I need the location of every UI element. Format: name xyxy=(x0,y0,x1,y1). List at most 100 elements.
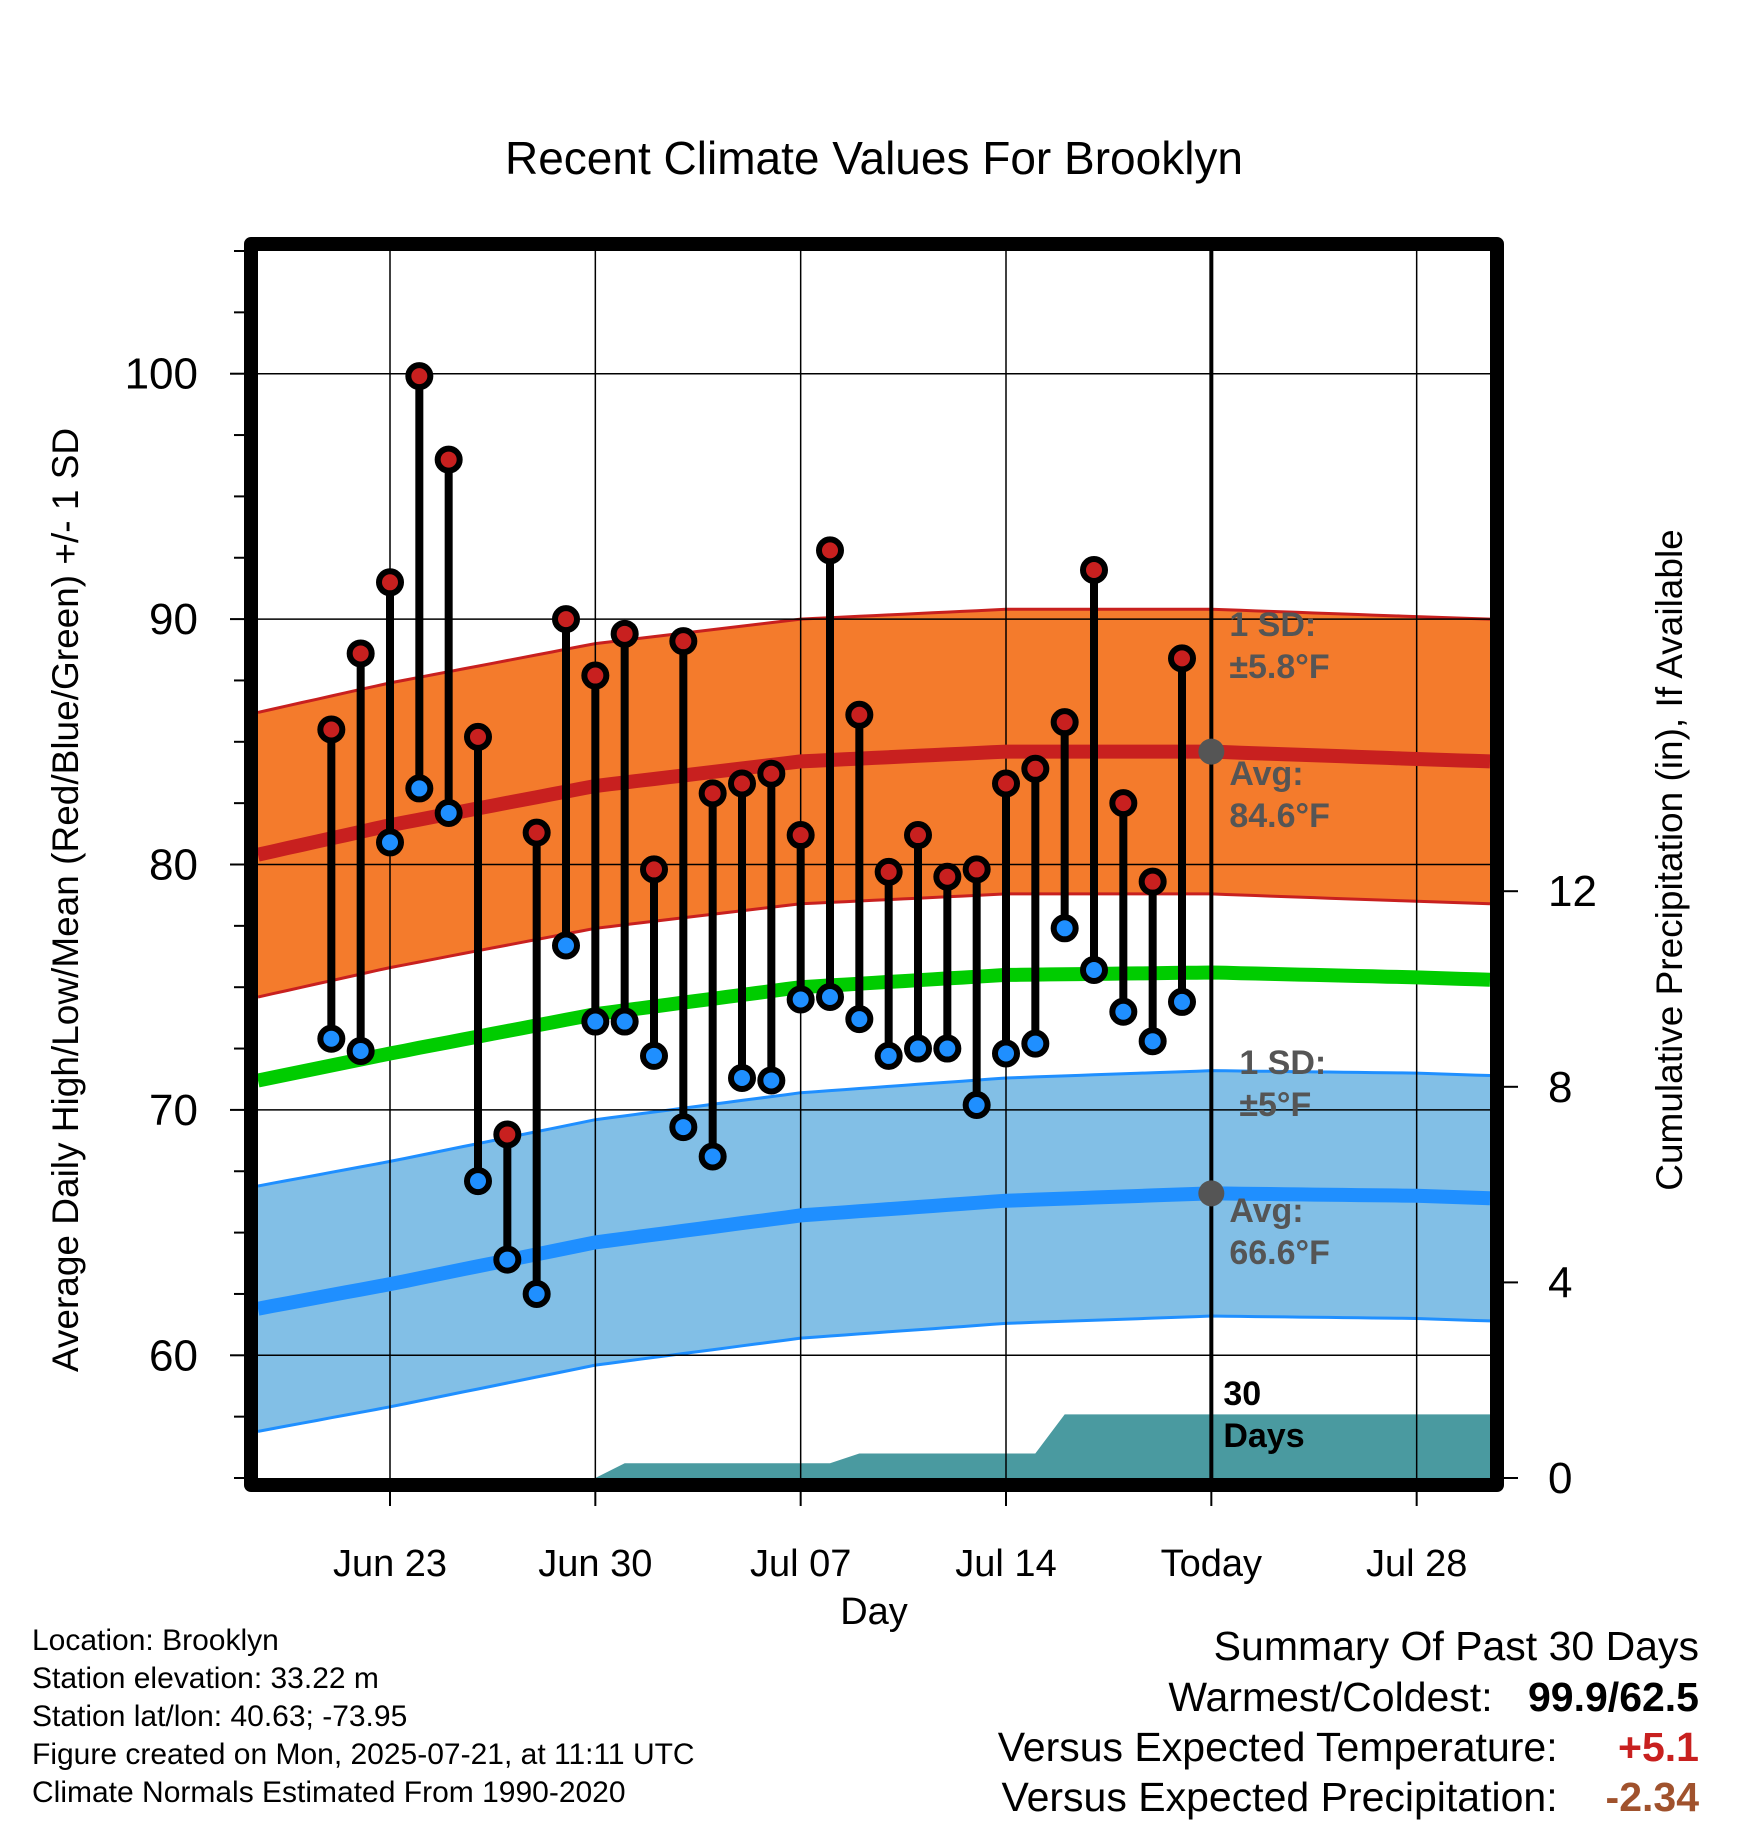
precip-row: Versus Expected Precipitation: -2.34 xyxy=(998,1772,1700,1822)
low-sd-band-lower xyxy=(258,1314,1490,1433)
high-point xyxy=(522,818,551,847)
high-point xyxy=(904,821,932,850)
y2-tick-label: 12 xyxy=(1548,867,1597,916)
y-tick-label: 80 xyxy=(149,841,198,890)
low-point xyxy=(376,828,404,857)
low-sd-band xyxy=(258,1070,1490,1432)
axes: 60 70 80 90 100 0 4 8 12 Jun 23 Jun 30 Jul 07 Jul 14… xyxy=(125,237,1597,1585)
y-tick-label: 60 xyxy=(149,1331,198,1380)
y2-tick-label: 0 xyxy=(1548,1454,1572,1503)
low-point xyxy=(464,1167,492,1196)
low-point xyxy=(874,1041,903,1070)
x-tick-label: Jun 30 xyxy=(538,1543,652,1585)
low-point xyxy=(522,1279,551,1308)
low-point xyxy=(669,1113,698,1142)
high-sd-band-lower xyxy=(258,892,1490,999)
high-point xyxy=(962,855,991,884)
high-point xyxy=(1021,754,1050,783)
created-text: Figure created on Mon, 2025-07-21, at 11… xyxy=(32,1738,695,1771)
low-point xyxy=(1080,956,1108,985)
high-point xyxy=(1138,867,1167,896)
high-sd-annotation-line2: ±5.8°F xyxy=(1229,648,1329,686)
high-point xyxy=(317,715,346,744)
low-point xyxy=(610,1007,639,1036)
low-point xyxy=(786,985,815,1014)
low-avg-annotation-line2: 66.6°F xyxy=(1229,1234,1330,1272)
low-point xyxy=(640,1041,668,1070)
y-axis-label: Average Daily High/Low/Mean (Red/Blue/Gr… xyxy=(45,428,86,1372)
high-sd-annotation-line1: 1 SD: xyxy=(1229,606,1316,644)
high-point xyxy=(376,568,404,597)
precip-value: -2.34 xyxy=(1605,1774,1699,1820)
high-point xyxy=(610,619,639,648)
high-point xyxy=(1050,708,1079,737)
temp-row: Versus Expected Temperature: +5.1 xyxy=(998,1722,1699,1772)
latlon-text: Station lat/lon: 40.63; -73.95 xyxy=(32,1700,408,1733)
plot-area: 1 SD: ±5.8°F Avg: 84.6°F 1 SD: ±5°F Avg: 66.6°F… xyxy=(258,251,1490,1478)
low-point xyxy=(1021,1029,1050,1058)
high-point xyxy=(552,605,580,634)
low-point xyxy=(816,983,844,1012)
low-point xyxy=(581,1007,610,1036)
high-point xyxy=(493,1120,522,1149)
days-annotation-line2: Days xyxy=(1223,1417,1304,1455)
low-point xyxy=(845,1005,874,1034)
low-point xyxy=(1168,987,1196,1016)
y-tick-label: 100 xyxy=(125,350,198,399)
high-avg-line xyxy=(258,744,1490,862)
summary-panel: Summary Of Past 30 Days Warmest/Coldest:… xyxy=(998,1620,1699,1822)
x-tick-label: Jul 28 xyxy=(1366,1543,1467,1585)
low-point xyxy=(434,798,463,827)
high-point xyxy=(786,821,815,850)
low-point xyxy=(346,1037,375,1066)
high-point xyxy=(845,700,874,729)
low-point xyxy=(1138,1027,1167,1056)
high-point xyxy=(346,639,375,668)
low-point xyxy=(933,1034,962,1063)
low-point xyxy=(552,931,580,960)
warmest-value: 99.9/62.5 xyxy=(1528,1674,1699,1720)
chart-title: Recent Climate Values For Brooklyn xyxy=(505,132,1243,184)
high-sd-band-upper xyxy=(258,607,1490,714)
precip-label: Versus Expected Precipitation: xyxy=(1001,1774,1558,1820)
high-point xyxy=(1109,789,1138,818)
high-point xyxy=(816,536,844,565)
low-sd-annotation-line1: 1 SD: xyxy=(1239,1044,1326,1082)
days-annotation-line1: 30 xyxy=(1223,1375,1261,1413)
high-point xyxy=(464,722,492,751)
y-tick-label: 70 xyxy=(149,1086,198,1135)
low-point xyxy=(698,1142,727,1171)
high-point xyxy=(640,855,668,884)
low-point xyxy=(405,774,434,803)
low-point xyxy=(493,1245,522,1274)
high-avg-annotation-line2: 84.6°F xyxy=(1229,797,1330,835)
high-point xyxy=(992,769,1020,798)
precip-area xyxy=(258,1414,1490,1478)
temp-label: Versus Expected Temperature: xyxy=(997,1724,1558,1770)
low-avg-annotation-line1: Avg: xyxy=(1229,1192,1303,1230)
high-point xyxy=(757,759,786,788)
x-tick-label: Today xyxy=(1161,1543,1262,1585)
low-point xyxy=(1109,997,1138,1026)
x-tick-label: Jul 07 xyxy=(750,1543,851,1585)
low-point xyxy=(728,1063,756,1092)
elevation-text: Station elevation: 33.22 m xyxy=(32,1662,379,1695)
warmest-label: Warmest/Coldest: xyxy=(1168,1674,1493,1720)
high-point xyxy=(669,627,698,656)
x-tick-label: Jul 14 xyxy=(955,1543,1056,1585)
high-point xyxy=(405,362,434,391)
today-low-avg-marker xyxy=(1198,1180,1225,1207)
summary-title: Summary Of Past 30 Days xyxy=(1213,1623,1699,1669)
high-point xyxy=(874,857,903,886)
x-tick-label: Jun 23 xyxy=(333,1543,447,1585)
plot-frame xyxy=(244,237,1504,1492)
x-axis-label: Day xyxy=(840,1591,908,1633)
low-point xyxy=(992,1039,1020,1068)
station-info: Location: Brooklyn Station elevation: 33… xyxy=(32,1622,695,1812)
low-point xyxy=(757,1066,786,1095)
low-sd-band-upper xyxy=(258,1069,1490,1188)
mean-avg-line xyxy=(258,965,1490,1088)
y-tick-label: 90 xyxy=(149,595,198,644)
high-point xyxy=(698,779,727,808)
